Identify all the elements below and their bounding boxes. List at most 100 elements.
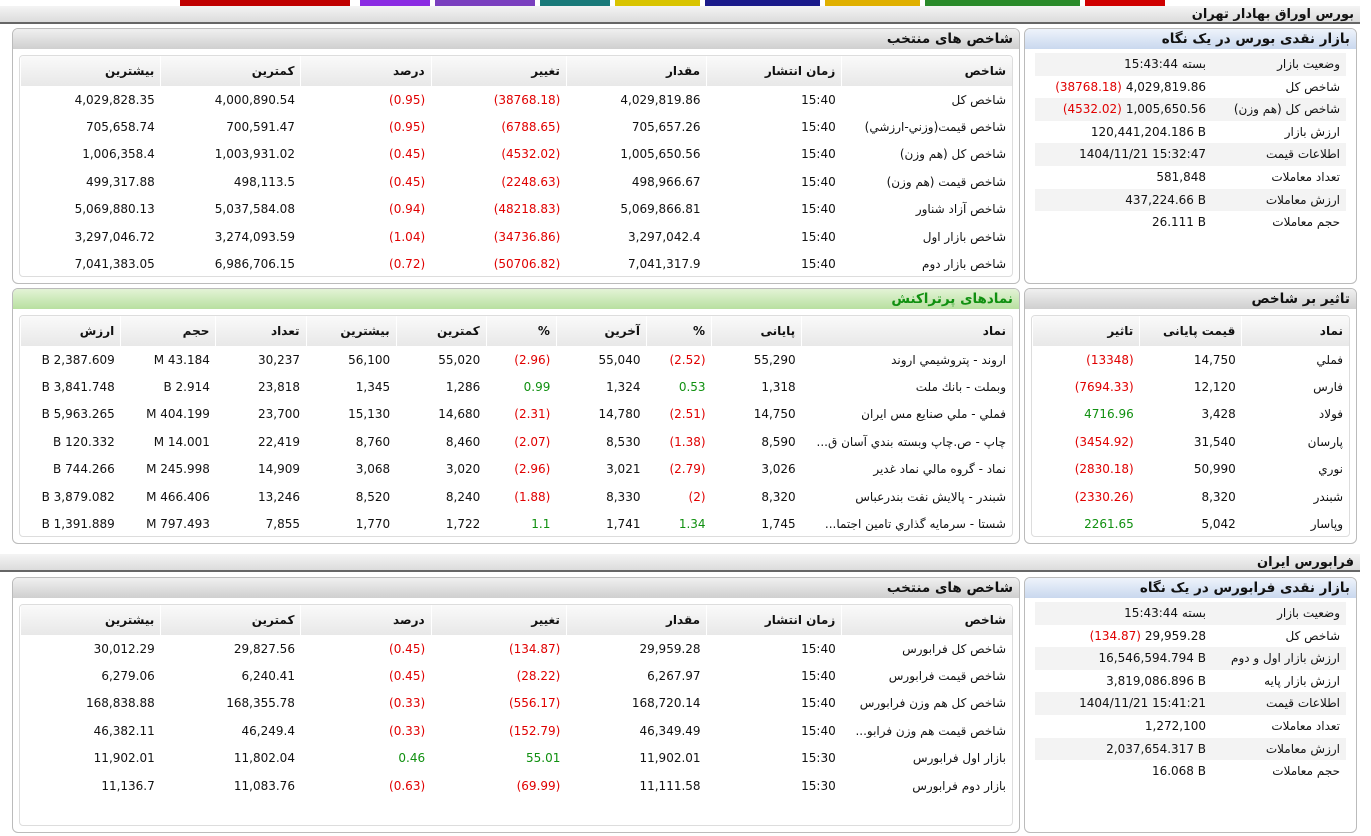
tab[interactable] [180, 0, 350, 6]
row-label[interactable]: وپاسار [1310, 517, 1343, 532]
tab[interactable] [925, 0, 1080, 6]
column-header[interactable]: نماد [1241, 316, 1349, 346]
cell: 13,246 [258, 489, 300, 504]
column-header[interactable]: ارزش [20, 316, 121, 346]
summary-row: وضعیت بازار بسته 15:43:44 [1035, 602, 1346, 625]
column-header[interactable]: آخرین [555, 316, 647, 346]
cell: 46,382.11 [93, 723, 155, 738]
column-header[interactable]: حجم [120, 316, 216, 346]
row-label: شاخص کل (هم وزن) [899, 147, 1006, 162]
cell: (69.99) [516, 778, 561, 793]
cell: 14,780 [598, 407, 641, 422]
cell: 23,818 [258, 380, 300, 395]
row-label: شاخص بازار دوم [922, 257, 1006, 272]
row-label[interactable]: فملي [1316, 352, 1343, 367]
column-header[interactable]: درصد [300, 605, 432, 635]
cell: (13348) [1086, 352, 1134, 367]
column-header[interactable]: بیشترین [20, 56, 161, 86]
cell: 7,855 [265, 517, 300, 532]
table-row: پارسان 31,540 (3454.92) [1033, 428, 1350, 455]
tab[interactable] [1085, 0, 1165, 6]
data-table: شاخص زمان انتشار مقدار تغییر درصد کمترین بیشتر… [20, 56, 1012, 276]
summary-value: 16.068 B [1151, 764, 1206, 779]
column-header[interactable]: زمان انتشار [706, 56, 842, 86]
row-label[interactable]: شبندر [1313, 489, 1343, 504]
column-header[interactable]: شاخص [841, 605, 1012, 635]
cell: (0.45) [389, 147, 426, 162]
row-label[interactable]: وبملت - بانك ملت [915, 380, 1006, 395]
column-header[interactable]: درصد [300, 56, 432, 86]
column-header[interactable]: % [645, 316, 712, 346]
column-header[interactable]: بیشترین [305, 316, 397, 346]
column-header[interactable]: تغییر [430, 56, 567, 86]
tab[interactable] [360, 0, 430, 6]
row-label[interactable]: فولاد [1318, 407, 1343, 422]
table-row: وبملت - بانك ملت 1,318 0.53 1,324 0.99 1,286 1… [21, 373, 1013, 400]
row-label[interactable]: نوري [1318, 462, 1343, 477]
cell: 1,722 [445, 517, 481, 532]
cell: (50706.82) [493, 257, 561, 272]
cell: 705,658.74 [86, 120, 155, 135]
cell: 7,041,383.05 [74, 257, 155, 272]
cell: 15:40 [801, 229, 836, 244]
cell: 8,590 [761, 434, 796, 449]
tab[interactable] [615, 0, 700, 6]
column-header[interactable]: پایانی [711, 316, 802, 346]
tab[interactable] [705, 0, 820, 6]
column-header[interactable]: مقدار [565, 56, 707, 86]
cell: 55,020 [438, 352, 481, 367]
cell: 2261.65 [1084, 517, 1134, 532]
table-row: شاخص قیمت فرابورس 15:40 6,267.97 (28.22) (0.… [21, 662, 1013, 689]
column-header[interactable]: قیمت پایانی [1139, 316, 1242, 346]
column-header[interactable]: % [485, 316, 557, 346]
column-header[interactable]: تاثیر [1032, 316, 1140, 346]
row-label: شاخص کل فرابورس [902, 641, 1006, 656]
summary-row: ارزش معاملات 2,037,654.317 B [1035, 737, 1346, 761]
column-header[interactable]: شاخص [841, 56, 1012, 86]
tab[interactable] [540, 0, 610, 6]
row-label[interactable]: نماد - گروه مالي نماد غدير [873, 462, 1006, 477]
column-header[interactable]: تعداد [215, 316, 306, 346]
column-header[interactable]: کمترین [160, 605, 301, 635]
cell: 11,902.01 [639, 751, 701, 766]
cell: 46,249.4 [241, 723, 295, 738]
row-label[interactable]: فملي - ملي صنايع مس ايران [861, 407, 1006, 422]
summary-change: (38768.18) [1055, 79, 1122, 94]
row-label: شاخص قیمت فرابورس [888, 669, 1006, 684]
row-label[interactable]: اروند - پتروشيمي اروند [891, 352, 1006, 367]
tab[interactable] [435, 0, 535, 6]
table-row: اروند - پتروشيمي اروند 55,290 (2.52) 55,040… [21, 346, 1013, 373]
column-header[interactable]: زمان انتشار [706, 605, 842, 635]
column-header[interactable]: کمترین [395, 316, 487, 346]
cell: 3,026 [761, 462, 796, 477]
column-header[interactable]: تغییر [430, 605, 567, 635]
cell: 15:40 [801, 174, 836, 189]
summary-value: 3,819,086.896 B [1106, 673, 1206, 688]
table-row: شاخص کل هم وزن فرابورس 15:40 168,720.14 (55… [21, 690, 1013, 717]
cell: 3,068 [355, 462, 391, 477]
column-header[interactable]: بیشترین [20, 605, 161, 635]
row-label[interactable]: شبندر - پالايش نفت بندرعباس [855, 489, 1006, 504]
cell: 498,113.5 [233, 174, 295, 189]
column-header[interactable]: نماد [801, 316, 1012, 346]
cell: 168,355.78 [226, 696, 295, 711]
tab[interactable] [825, 0, 920, 6]
row-label[interactable]: چاپ - ص.چاپ وبسته بندي آسان ق... [816, 434, 1006, 449]
cell: 8,760 [355, 434, 391, 449]
cell: 15,130 [348, 407, 391, 422]
row-label[interactable]: شستا - سرمايه گذاري تامين اجتما... [824, 517, 1006, 532]
cell: (48218.83) [493, 202, 561, 217]
column-header[interactable]: کمترین [160, 56, 301, 86]
cell: (2.52) [669, 352, 706, 367]
summary-value: بسته 15:43:44 [1124, 57, 1206, 71]
table-row: شبندر - پالايش نفت بندرعباس 8,320 (2) 8,330… [21, 483, 1013, 510]
summary-row: حجم معاملات 26.111 B [1035, 211, 1346, 234]
row-label[interactable]: پارسان [1307, 434, 1343, 449]
table-row: شاخص کل فرابورس 15:40 29,959.28 (134.87) (0.… [21, 635, 1013, 662]
column-header[interactable]: مقدار [565, 605, 707, 635]
cell: 29,827.56 [233, 641, 295, 656]
row-label[interactable]: فارس [1313, 380, 1343, 395]
cell: (0.45) [389, 174, 426, 189]
cell: 14,680 [438, 407, 481, 422]
